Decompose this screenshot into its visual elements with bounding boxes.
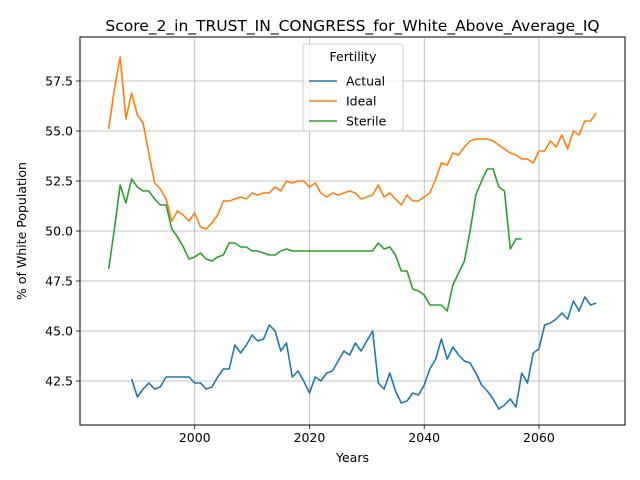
legend-title: Fertility	[330, 49, 378, 64]
series-line-actual	[130, 296, 597, 410]
y-tick-label: 55.0	[45, 124, 73, 139]
y-tick-label: 57.5	[45, 74, 73, 89]
legend-label: Actual	[346, 74, 385, 89]
legend-label: Sterile	[346, 114, 387, 129]
y-tick-label: 50.0	[45, 224, 73, 239]
y-tick-label: 47.5	[45, 274, 73, 289]
y-tick-label: 42.5	[45, 374, 73, 389]
legend: Fertility Actual Ideal Sterile	[302, 43, 404, 132]
chart-title: Score_2_in_TRUST_IN_CONGRESS_for_White_A…	[105, 17, 599, 36]
x-tick-label: 2040	[408, 430, 440, 445]
y-axis-title: % of White Population	[14, 162, 29, 300]
x-axis-title: Years	[335, 450, 369, 465]
x-axis-ticks: 2000 2020 2040 2060	[179, 425, 555, 445]
x-tick-label: 2060	[523, 430, 555, 445]
legend-entries: Actual Ideal Sterile	[309, 74, 387, 129]
y-tick-label: 52.5	[45, 174, 73, 189]
x-tick-label: 2020	[294, 430, 326, 445]
series-line-sterile	[107, 168, 522, 312]
series-lines	[107, 56, 597, 410]
y-axis-ticks: 42.5 45.0 47.5 50.0 52.5 55.0 57.5	[45, 74, 80, 389]
y-tick-label: 45.0	[45, 324, 73, 339]
legend-box	[302, 43, 404, 132]
series-line-ideal	[107, 56, 597, 230]
x-tick-label: 2000	[179, 430, 211, 445]
legend-label: Ideal	[346, 94, 376, 109]
